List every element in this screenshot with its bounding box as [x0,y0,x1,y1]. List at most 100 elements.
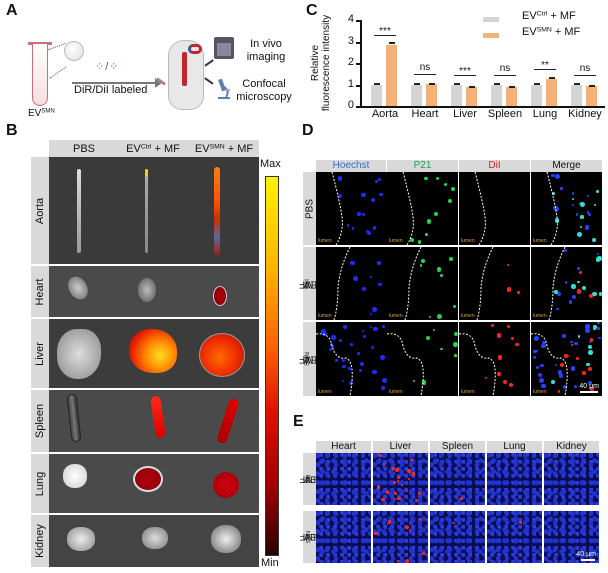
kidney-ev-ctrl [142,527,168,549]
scale-bar [581,559,595,561]
lumen-boundary [387,333,424,396]
legend-swatch-smn [483,33,499,38]
scale-bar-label: 40 μm [576,551,596,558]
confocal-image: lumen [316,247,387,320]
confocal-image: lumen [459,247,530,320]
legend-label-smn: EVSMN + MF [522,26,581,38]
significance-line [534,68,556,70]
image-liver [49,319,259,388]
significance-label: *** [459,65,471,77]
x-category-label: Spleen [487,108,523,120]
liver-pbs [57,329,101,379]
column-header-hoechst: Hoechst [316,160,386,172]
lumen-boundary [531,333,568,396]
significance-line [454,74,476,76]
column-header-merge: Merge [531,160,602,172]
significance-label: ns [419,62,431,74]
row-label-aorta: Aorta [31,157,49,264]
significance-label: ns [579,62,591,74]
y-tick [356,63,360,65]
panel-e-letter: E [293,413,304,430]
y-tick [356,42,360,44]
significance-line [494,74,516,76]
row-label-ev-ctrl: EV Ctrl + MF [299,453,320,505]
lumen-boundary [316,333,353,396]
image-spleen [49,390,259,452]
lumen-boundary [476,247,494,320]
significance-label: ns [499,62,511,74]
bar-aorta-smn [386,44,397,106]
confocal-image: lumen [387,172,458,245]
spleen-ev-ctrl [150,395,166,439]
lumen-boundary [331,172,343,245]
tissue-image-spleen [430,511,485,563]
bar-liver-ctrl [451,84,462,106]
dye-dots-icon: ⁘/⁘ [95,61,120,73]
x-category-label: Aorta [371,108,399,120]
tissue-image-liver [373,453,428,505]
kidney-ev-smn [211,525,241,553]
column-label-ev-smn: EVSMN + MF [194,143,254,155]
y-tick-label: 1 [347,78,354,90]
lumen-label: lumen [318,389,332,395]
significance-label: ** [541,59,549,71]
significance-label: *** [379,25,391,37]
lumen-boundary [333,247,351,320]
error-bar [428,82,435,85]
magnet-icon [188,44,202,54]
lumen-label: lumen [389,389,403,395]
significance-line [574,74,596,76]
arrow-head-icon [155,78,162,88]
lumen-label: lumen [318,313,332,319]
confocal-microscopy-label: Confocal microscopy [236,78,292,103]
tissue-image-spleen [430,453,485,505]
y-tick-label: 4 [347,13,354,25]
y-tick-label: 2 [347,56,354,68]
lung-ev-ctrl [133,466,163,492]
bar-heart-smn [426,84,437,106]
bar-spleen-smn [506,87,517,106]
row-label-heart: Heart [31,266,49,317]
in-vivo-imaging-label: In vivo imaging [246,38,286,63]
tissue-image-heart [316,511,371,563]
lumen-boundary [459,333,496,396]
test-tube-rim [28,42,52,45]
aorta-pbs [77,169,81,253]
panel-d-letter: D [302,122,314,139]
confocal-image: lumen [459,322,530,396]
image-kidney [49,515,259,567]
panel-b-header [49,140,259,157]
column-header-dii: DiI [459,160,530,172]
microscope-icon [218,78,230,99]
bar-heart-ctrl [411,84,422,106]
lumen-boundary [474,172,486,245]
panel-c-letter: C [306,2,318,19]
tissue-image-kidney [544,453,599,505]
column-header-kidney: Kidney [544,441,599,453]
lumen-boundary [548,247,566,320]
aorta-ev-ctrl [145,169,148,253]
error-bar [573,82,580,85]
tissue-image-lung [487,511,542,563]
bar-lung-ctrl [531,84,542,106]
column-header-lung: Lung [487,441,542,453]
panel-b-letter: B [6,122,18,139]
error-bar [548,77,555,80]
imager-screen [217,43,231,56]
x-category-label: Liver [453,108,477,120]
bar-kidney-smn [586,86,597,106]
error-bar [413,83,420,86]
column-header-spleen: Spleen [430,441,485,453]
lumen-label: lumen [461,238,475,244]
significance-line [414,74,436,76]
x-axis [360,106,605,108]
column-header-p21: P21 [387,160,458,172]
confocal-image: lumen [531,172,602,245]
lung-pbs [63,464,87,488]
zoom-line [49,66,67,79]
lumen-label: lumen [533,313,547,319]
y-tick [356,85,360,87]
column-label-ev-ctrl: EVCtrl + MF [126,143,180,155]
image-heart [49,266,259,317]
error-bar [493,82,500,85]
